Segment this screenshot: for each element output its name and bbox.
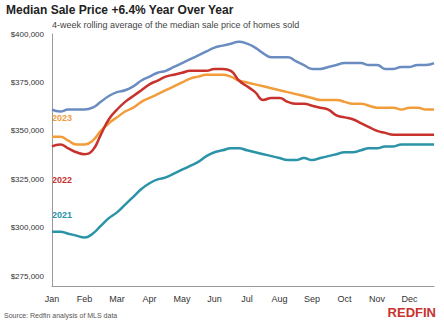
- svg-text:2021: 2021: [52, 210, 72, 220]
- svg-text:$350,000: $350,000: [11, 126, 45, 135]
- svg-text:$300,000: $300,000: [11, 223, 45, 232]
- svg-text:Sep: Sep: [304, 294, 320, 304]
- svg-text:Median Sale Price +6.4% Year O: Median Sale Price +6.4% Year Over Year: [6, 3, 234, 17]
- svg-text:REDFIN: REDFIN: [388, 305, 436, 320]
- svg-text:Mar: Mar: [109, 294, 125, 304]
- svg-text:$375,000: $375,000: [11, 78, 45, 87]
- svg-text:Jan: Jan: [45, 294, 60, 304]
- svg-text:Jun: Jun: [207, 294, 222, 304]
- svg-text:Apr: Apr: [143, 294, 157, 304]
- svg-text:2023: 2023: [52, 113, 72, 123]
- svg-text:$400,000: $400,000: [11, 30, 45, 39]
- svg-text:Jul: Jul: [241, 294, 253, 304]
- svg-text:Nov: Nov: [369, 294, 386, 304]
- svg-text:May: May: [174, 294, 192, 304]
- svg-text:Oct: Oct: [338, 294, 353, 304]
- svg-text:Feb: Feb: [77, 294, 93, 304]
- svg-text:Source: Redfin analysis of MLS: Source: Redfin analysis of MLS data: [4, 312, 117, 320]
- svg-text:4-week rolling average of the: 4-week rolling average of the median sal…: [52, 20, 299, 30]
- svg-text:Aug: Aug: [272, 294, 288, 304]
- svg-text:$275,000: $275,000: [11, 272, 45, 281]
- svg-text:2022: 2022: [52, 175, 72, 185]
- svg-text:$325,000: $325,000: [11, 175, 45, 184]
- svg-text:Dec: Dec: [402, 294, 419, 304]
